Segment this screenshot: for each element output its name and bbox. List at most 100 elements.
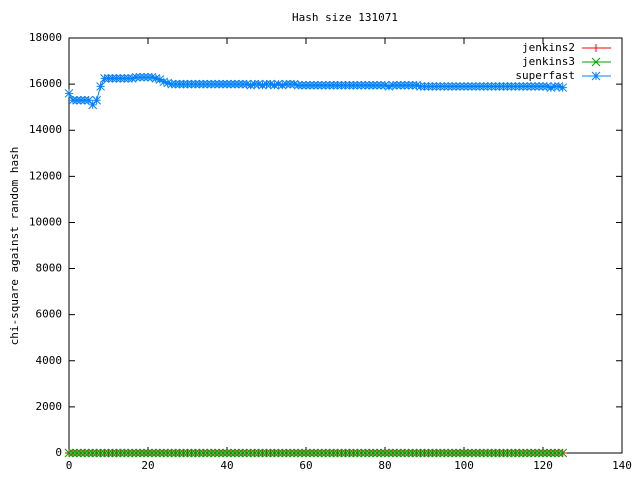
point: [230, 448, 240, 458]
point: [289, 79, 299, 89]
point: [471, 448, 481, 458]
point: [277, 80, 287, 90]
point: [491, 448, 500, 458]
point: [72, 448, 82, 458]
point: [487, 448, 497, 458]
point: [115, 448, 125, 458]
point: [416, 448, 425, 458]
point: [270, 80, 279, 90]
point: [155, 75, 165, 84]
point: [518, 448, 528, 458]
x-tick-label: 40: [220, 459, 233, 472]
point: [88, 448, 98, 458]
point: [431, 448, 441, 458]
point: [479, 448, 489, 458]
y-tick-label: 2000: [36, 400, 63, 413]
point: [376, 448, 386, 458]
point: [258, 80, 267, 90]
point: [463, 448, 473, 458]
point: [428, 448, 437, 458]
point: [234, 448, 244, 458]
point: [254, 79, 263, 89]
point: [108, 448, 117, 458]
point: [384, 82, 394, 91]
y-tick-label: 0: [55, 446, 62, 459]
point: [396, 448, 406, 458]
point: [179, 448, 188, 458]
point: [147, 448, 157, 458]
y-tick-label: 16000: [29, 77, 62, 90]
point: [127, 73, 137, 83]
point: [542, 448, 552, 458]
point: [483, 448, 493, 458]
point: [171, 448, 181, 458]
legend-marker: [592, 44, 600, 52]
point: [206, 448, 216, 458]
point: [151, 448, 161, 458]
point: [246, 448, 256, 458]
point: [254, 448, 263, 458]
point: [301, 448, 311, 458]
point: [459, 448, 469, 458]
point: [88, 100, 98, 110]
point: [222, 448, 232, 458]
point: [412, 80, 421, 90]
point: [435, 448, 445, 458]
point: [558, 83, 568, 92]
point: [76, 448, 86, 458]
y-tick-label: 10000: [29, 215, 62, 228]
point: [443, 448, 453, 458]
point: [100, 448, 109, 458]
point: [277, 448, 287, 458]
x-tick-label: 60: [299, 459, 312, 472]
point: [388, 448, 398, 458]
point: [167, 448, 177, 458]
x-tick-label: 80: [378, 459, 391, 472]
point: [64, 448, 74, 458]
point: [514, 448, 524, 458]
point: [360, 448, 370, 458]
point: [183, 448, 192, 458]
point: [159, 77, 169, 87]
point: [242, 79, 252, 89]
point: [92, 448, 102, 458]
point: [467, 448, 477, 458]
point: [297, 448, 307, 458]
point: [507, 448, 516, 458]
point: [546, 83, 556, 92]
y-tick-label: 8000: [36, 262, 63, 275]
point: [554, 448, 564, 458]
point: [273, 79, 283, 89]
point: [112, 448, 121, 458]
point: [408, 448, 418, 458]
point: [333, 448, 342, 458]
point: [266, 79, 275, 89]
point: [68, 448, 78, 458]
point: [135, 448, 145, 458]
point: [266, 448, 275, 458]
point: [356, 448, 366, 458]
point: [420, 448, 429, 458]
point: [64, 88, 74, 98]
point: [345, 448, 354, 458]
point: [127, 448, 137, 458]
point: [380, 80, 390, 90]
point: [258, 448, 267, 458]
point: [250, 448, 260, 458]
point: [412, 448, 421, 458]
point: [372, 448, 382, 458]
point: [84, 95, 94, 105]
point: [293, 448, 303, 458]
point: [218, 448, 228, 458]
point: [123, 448, 133, 458]
point: [404, 448, 414, 458]
point: [522, 448, 532, 458]
point: [238, 448, 248, 458]
point: [131, 448, 141, 458]
y-axis-label: chi-square against random hash: [8, 147, 21, 346]
point: [281, 448, 291, 458]
legend-label: jenkins3: [522, 55, 575, 68]
x-tick-label: 0: [66, 459, 73, 472]
point: [163, 78, 173, 88]
point: [321, 448, 331, 458]
